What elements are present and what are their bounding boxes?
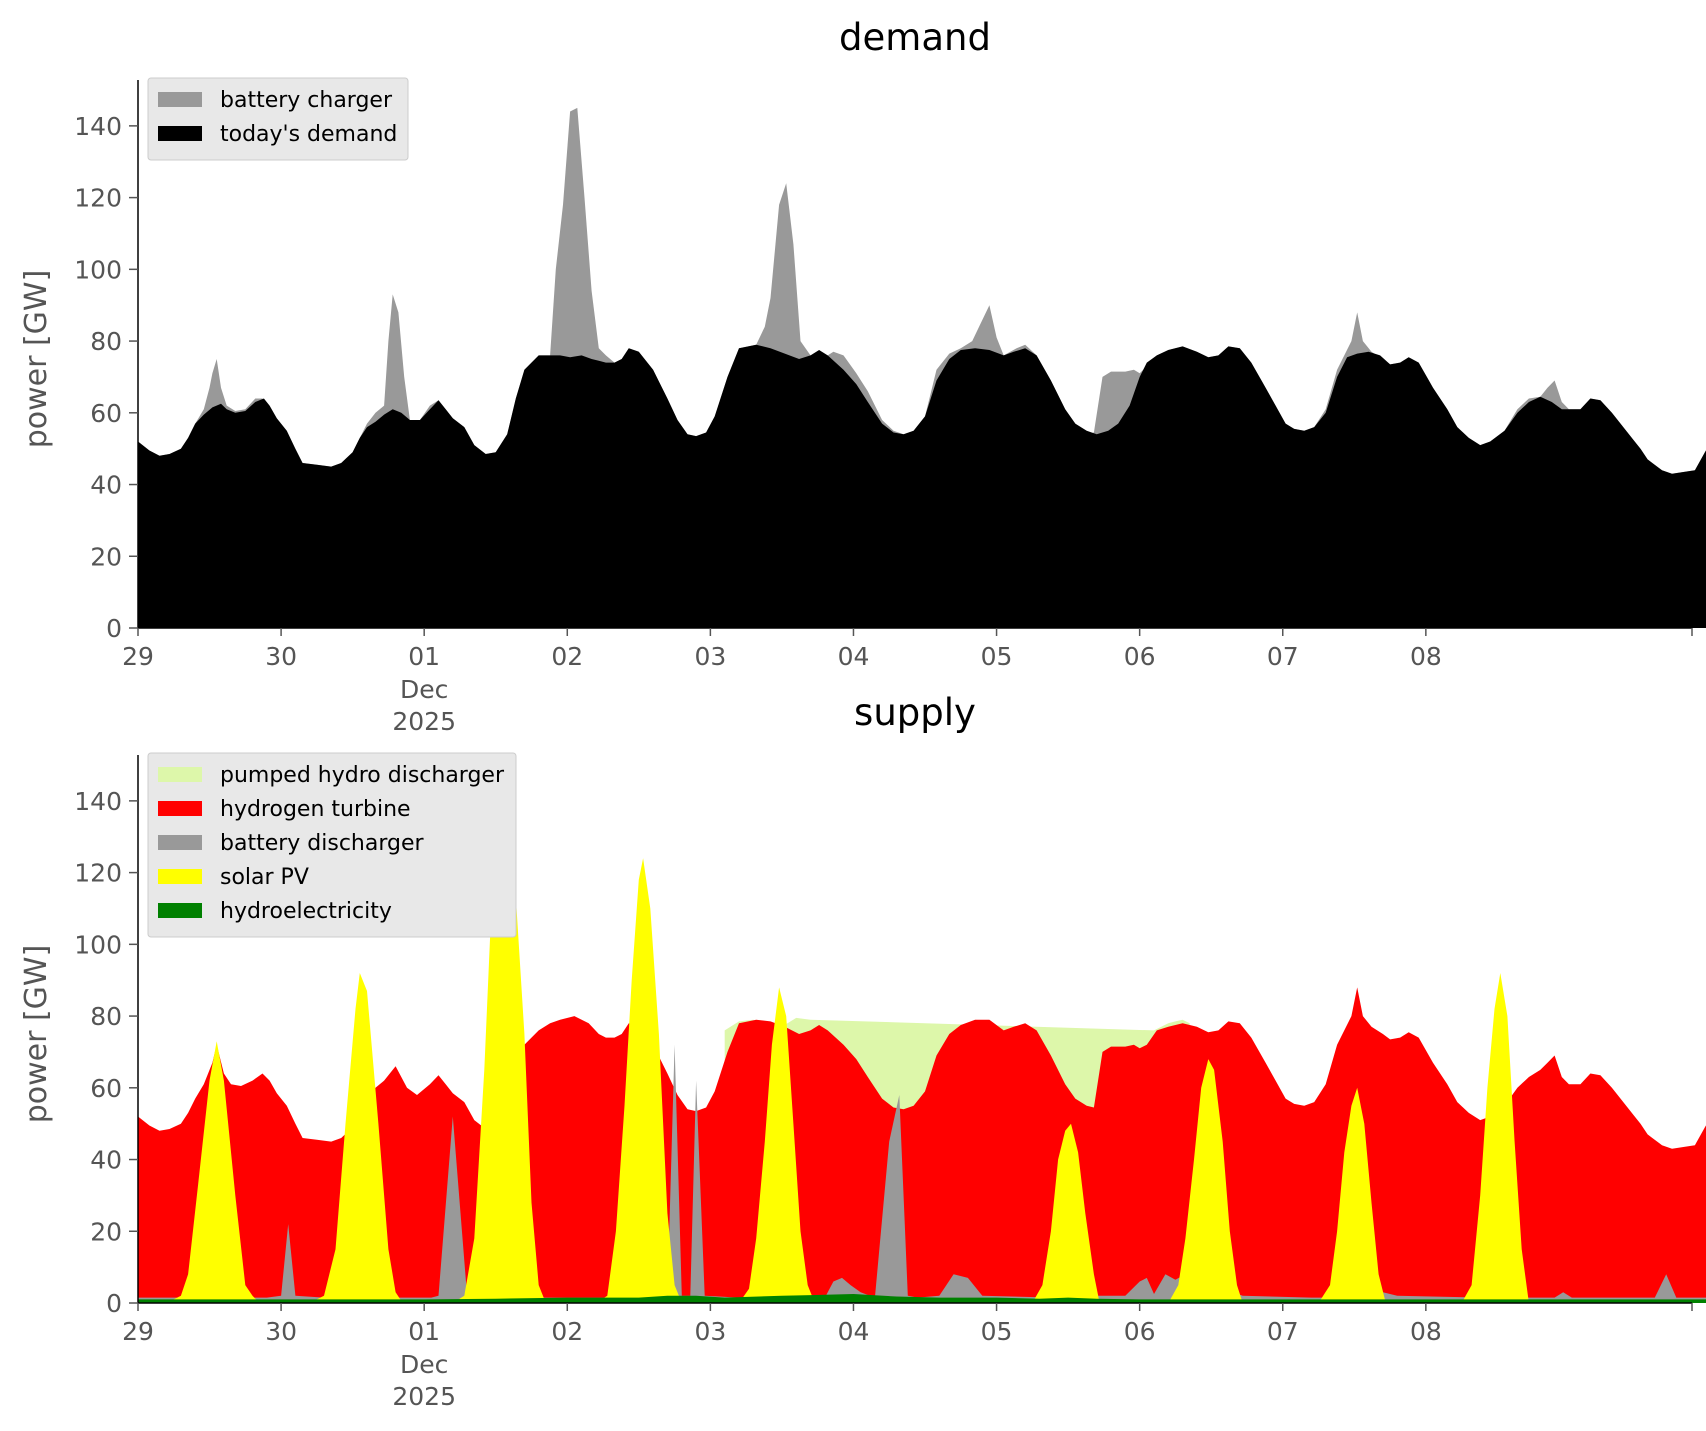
supply-y-tick-label: 20 — [90, 1217, 122, 1246]
supply-area-battery-discharger — [138, 1044, 1706, 1303]
supply-legend-swatch-hydroelectricity — [158, 903, 202, 918]
supply-x-tick-label: 04 — [838, 1317, 870, 1346]
demand-x-tick-label: 08 — [1410, 642, 1442, 671]
supply-x-tick-label: 02 — [551, 1317, 583, 1346]
demand-y-tick-label: 80 — [90, 327, 122, 356]
demand-x-tick-label: 02 — [551, 642, 583, 671]
supply-x-tick-label: 29 — [122, 1317, 154, 1346]
supply-y-tick-label: 60 — [90, 1074, 122, 1103]
supply-legend-box — [147, 752, 517, 938]
demand-area-today-s-demand — [138, 344, 1706, 628]
supply-x-tick-label: 01 — [408, 1317, 440, 1346]
supply-y-tick-label: 120 — [74, 859, 122, 888]
supply-legend-label-pumped-hydro-discharger: pumped hydro discharger — [220, 763, 505, 788]
demand-legend: battery charger today's demand — [147, 77, 409, 161]
supply-chart-title: supply — [854, 691, 976, 734]
demand-legend-swatch-today-s-demand — [158, 126, 202, 141]
supply-y-tick-label: 40 — [90, 1146, 122, 1175]
demand-y-tick-label: 100 — [74, 255, 122, 284]
demand-y-tick-label: 60 — [90, 399, 122, 428]
supply-legend-label-hydroelectricity: hydroelectricity — [220, 899, 392, 924]
demand-x-tick-sublabel: 2025 — [392, 707, 456, 736]
demand-y-tick-label: 140 — [74, 112, 122, 141]
demand-legend-label-battery-charger: battery charger — [220, 88, 393, 113]
demand-y-tick-label: 0 — [106, 614, 122, 643]
demand-x-tick-label: 04 — [838, 642, 870, 671]
supply-x-tick-label: 05 — [981, 1317, 1013, 1346]
demand-x-tick-label: 07 — [1267, 642, 1299, 671]
supply-y-tick-label: 80 — [90, 1002, 122, 1031]
supply-x-tick-sublabel: Dec — [400, 1350, 448, 1379]
supply-x-tick-label: 07 — [1267, 1317, 1299, 1346]
supply-x-tick-label: 30 — [265, 1317, 297, 1346]
demand-x-tick-label: 03 — [694, 642, 726, 671]
supply-legend: pumped hydro discharger hydrogen turbine b… — [147, 752, 517, 938]
demand-y-tick-label: 40 — [90, 471, 122, 500]
demand-legend-swatch-battery-charger — [158, 92, 202, 107]
supply-legend-swatch-solar-pv — [158, 869, 202, 884]
demand-x-tick-label: 01 — [408, 642, 440, 671]
demand-series-group — [138, 107, 1706, 628]
supply-x-tick-label: 03 — [694, 1317, 726, 1346]
supply-legend-swatch-pumped-hydro-discharger — [158, 767, 202, 782]
demand-x-tick-label: 30 — [265, 642, 297, 671]
supply-x-tick-sublabel: 2025 — [392, 1382, 456, 1411]
supply-legend-label-hydrogen-turbine: hydrogen turbine — [220, 797, 411, 822]
demand-chart-title: demand — [839, 16, 991, 59]
demand-x-tick-sublabel: Dec — [400, 675, 448, 704]
demand-y-tick-label: 120 — [74, 184, 122, 213]
demand-y-tick-label: 20 — [90, 542, 122, 571]
supply-legend-swatch-battery-discharger — [158, 835, 202, 850]
demand-legend-box — [147, 77, 409, 161]
demand-legend-label-today-s-demand: today's demand — [220, 122, 397, 147]
demand-x-tick-label: 06 — [1124, 642, 1156, 671]
supply-legend-label-battery-discharger: battery discharger — [220, 831, 425, 856]
supply-x-tick-label: 08 — [1410, 1317, 1442, 1346]
demand-x-tick-label: 29 — [122, 642, 154, 671]
supply-y-tick-label: 0 — [106, 1289, 122, 1318]
supply-legend-swatch-hydrogen-turbine — [158, 801, 202, 816]
supply-y-tick-label: 140 — [74, 787, 122, 816]
supply-y-axis-label: power [GW] — [19, 945, 54, 1124]
demand-y-axis-label: power [GW] — [19, 270, 54, 449]
supply-y-tick-label: 100 — [74, 930, 122, 959]
demand-x-tick-label: 05 — [981, 642, 1013, 671]
supply-legend-label-solar-pv: solar PV — [220, 865, 309, 890]
supply-area-hydroelectricity — [138, 1294, 1706, 1303]
supply-x-tick-label: 06 — [1124, 1317, 1156, 1346]
